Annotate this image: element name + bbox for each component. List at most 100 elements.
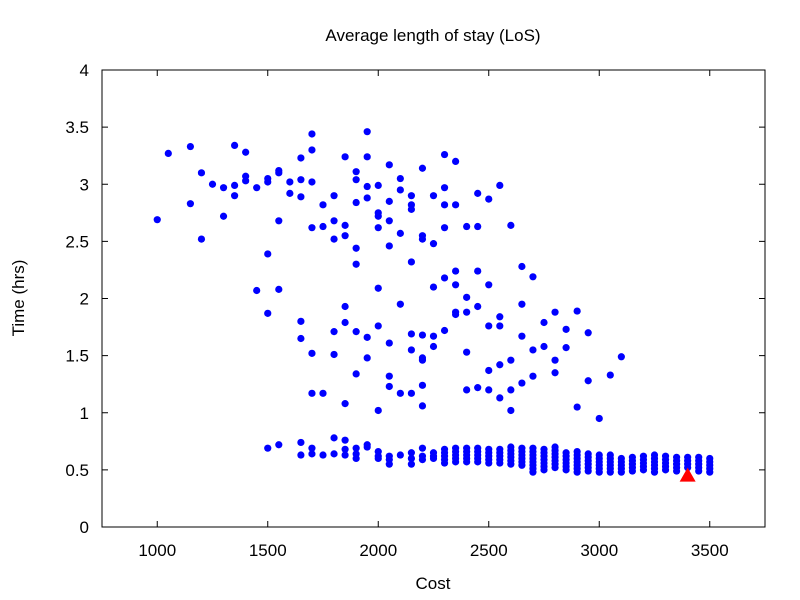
data-point: [341, 232, 349, 240]
data-point: [297, 317, 305, 325]
data-point: [551, 369, 559, 377]
data-point: [341, 153, 349, 161]
data-point: [429, 240, 438, 248]
data-point: [219, 184, 228, 192]
data-point: [418, 402, 427, 410]
data-point: [330, 328, 338, 336]
data-point: [529, 273, 537, 281]
data-point: [418, 164, 427, 172]
data-point: [396, 300, 404, 308]
data-point: [595, 468, 603, 476]
data-point: [219, 212, 228, 220]
data-point: [573, 468, 581, 476]
data-point: [529, 372, 537, 380]
data-point: [308, 224, 316, 232]
data-point: [341, 302, 349, 311]
data-point: [385, 197, 393, 205]
data-point: [297, 193, 305, 201]
data-point: [385, 460, 393, 468]
data-point: [352, 260, 360, 268]
data-point: [485, 195, 493, 203]
data-point: [352, 176, 360, 184]
data-point: [330, 235, 338, 243]
data-point: [186, 200, 194, 208]
data-point: [407, 346, 415, 354]
data-point: [485, 322, 493, 330]
data-point: [330, 434, 338, 442]
data-point: [341, 400, 349, 408]
data-point: [452, 157, 460, 165]
data-point: [407, 460, 415, 468]
x-tick-label: 1500: [249, 541, 287, 560]
data-point: [286, 189, 294, 197]
data-point: [496, 394, 504, 402]
data-point: [496, 322, 504, 330]
data-point: [474, 302, 482, 311]
data-point: [396, 389, 404, 397]
data-point: [308, 130, 316, 138]
data-point: [264, 309, 272, 317]
y-tick-label: 1.5: [65, 347, 89, 366]
data-point: [695, 467, 703, 475]
data-point: [396, 174, 404, 183]
data-point: [474, 222, 482, 231]
data-point: [540, 342, 548, 351]
data-point: [286, 178, 294, 186]
data-point: [584, 329, 592, 337]
data-point: [385, 339, 393, 347]
data-point: [418, 356, 427, 364]
data-point: [639, 466, 648, 474]
data-point: [507, 460, 515, 468]
data-point: [385, 161, 393, 169]
data-point: [242, 177, 250, 185]
data-point: [440, 150, 449, 159]
data-point: [551, 356, 559, 364]
data-point: [319, 389, 327, 397]
data-point: [485, 281, 493, 289]
data-point: [407, 454, 415, 463]
data-point: [518, 332, 526, 340]
data-point: [474, 267, 482, 275]
highlight-point: [679, 467, 696, 482]
data-point: [452, 201, 460, 209]
data-point: [429, 332, 438, 340]
data-point: [485, 366, 493, 375]
data-point: [363, 153, 371, 161]
data-point: [297, 451, 305, 459]
data-point: [507, 356, 515, 364]
data-point: [496, 361, 504, 369]
data-point: [197, 235, 206, 243]
y-tick-label: 0: [80, 518, 89, 537]
data-point: [606, 371, 614, 379]
data-point: [529, 468, 537, 476]
data-point: [429, 283, 438, 291]
data-point: [374, 181, 382, 189]
data-point: [418, 444, 427, 452]
data-point: [319, 201, 327, 209]
data-point: [429, 342, 438, 351]
data-point: [330, 450, 338, 458]
data-point: [562, 466, 570, 474]
data-point: [551, 308, 559, 316]
y-axis-label: Time (hrs): [9, 260, 28, 337]
data-point: [407, 330, 415, 338]
data-point: [518, 300, 526, 308]
data-point: [308, 178, 316, 186]
data-point: [452, 458, 460, 466]
data-point: [264, 444, 272, 452]
data-point: [518, 262, 526, 271]
data-point: [374, 322, 382, 330]
data-point: [352, 370, 360, 378]
data-point: [673, 467, 681, 475]
data-point: [540, 318, 548, 327]
data-point: [275, 285, 283, 293]
data-point: [164, 149, 172, 158]
data-point: [440, 184, 449, 192]
data-point: [507, 406, 515, 415]
x-tick-label: 3000: [580, 541, 618, 560]
data-point: [186, 142, 194, 151]
data-point: [507, 221, 515, 229]
data-point: [330, 217, 338, 225]
axis-ticks: 1000 1500 2000 2500 3000 3500 0 0.5 1 1.5 2 2.5 3 3.5…: [65, 61, 765, 560]
x-tick-label: 3500: [691, 541, 729, 560]
